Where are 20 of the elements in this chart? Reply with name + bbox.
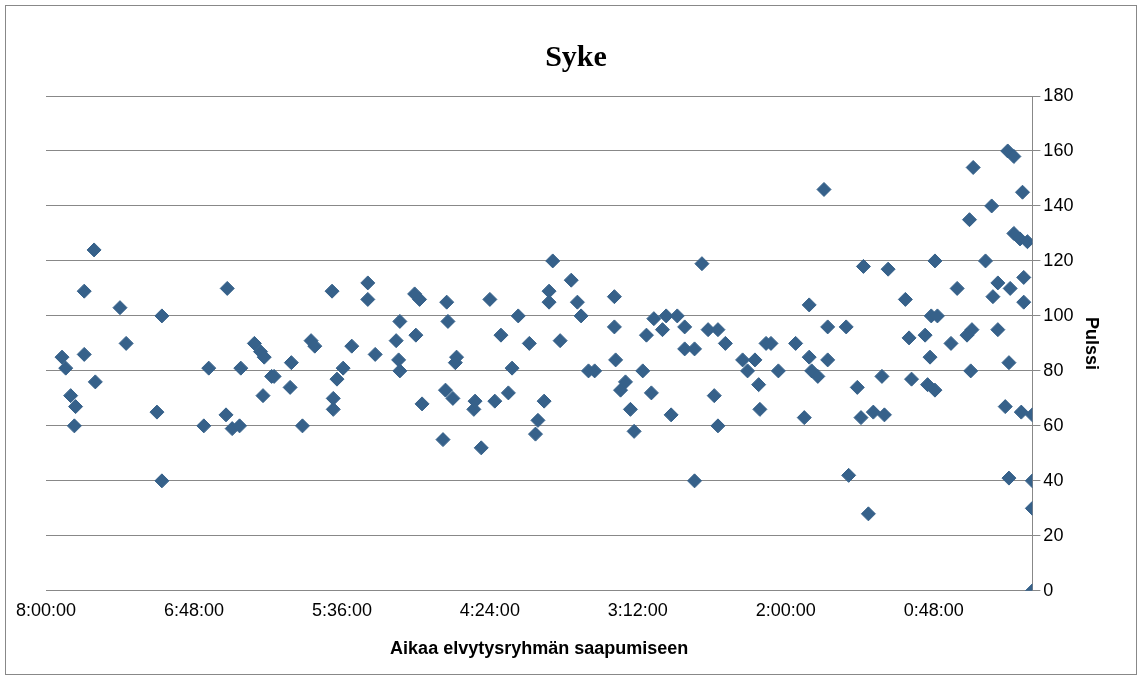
x-tick-label: 3:12:00 — [607, 599, 668, 620]
x-tick-label: 5:36:00 — [311, 599, 372, 620]
x-axis-title: Aikaa elvytysryhmän saapumiseen — [390, 638, 689, 659]
x-tick-label: 2:00:00 — [755, 599, 816, 620]
y-axis-title: Pulssi — [1082, 316, 1103, 370]
y-tick-label: 180 — [1043, 84, 1074, 105]
x-tick-label: 8:00:00 — [15, 599, 77, 620]
x-tick-label: 4:24:00 — [459, 599, 520, 620]
y-tick-label: 120 — [1043, 249, 1074, 270]
y-tick-label: 100 — [1043, 304, 1074, 325]
y-tick-label: 20 — [1043, 524, 1064, 545]
x-tick-label: 0:48:00 — [903, 599, 964, 620]
x-tick-label: 6:48:00 — [163, 599, 224, 620]
y-tick-label: 60 — [1043, 414, 1064, 435]
y-tick-label: 140 — [1043, 194, 1074, 215]
y-tick-label: 40 — [1043, 469, 1064, 490]
y-tick-label: 80 — [1043, 359, 1064, 380]
y-tick-label: 160 — [1043, 139, 1074, 160]
y-tick-label: 0 — [1043, 579, 1054, 600]
chart-title: Syke — [545, 38, 607, 72]
